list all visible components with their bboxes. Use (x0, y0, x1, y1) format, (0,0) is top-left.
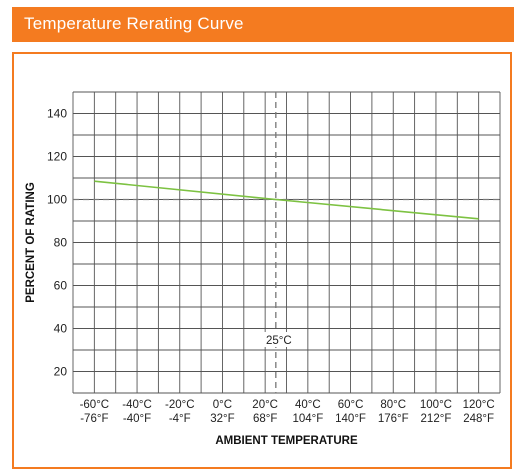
x-tick-label-celsius: 60°C (338, 399, 364, 411)
rerating-curve-line (94, 180, 479, 220)
y-tick-label: 140 (47, 107, 67, 121)
annotation-25c: 25°C (266, 335, 292, 347)
x-tick-label-celsius: 100°C (420, 399, 452, 411)
y-tick-label: 100 (47, 193, 67, 207)
y-tick-label: 60 (54, 279, 68, 293)
y-tick-label: 40 (54, 322, 68, 336)
x-tick-label-celsius: -40°C (122, 399, 152, 411)
x-tick-label-celsius: 80°C (380, 399, 406, 411)
x-tick-label-fahrenheit: 140°F (335, 413, 366, 425)
y-axis-title: PERCENT OF RATING (25, 182, 37, 303)
annotation-background (262, 332, 295, 347)
x-tick-label-fahrenheit: 68°F (253, 413, 277, 425)
chart-frame (12, 52, 512, 469)
x-tick-label-fahrenheit: 176°F (378, 413, 409, 425)
x-axis-title: AMBIENT TEMPERATURE (215, 435, 358, 447)
x-tick-label-celsius: 40°C (295, 399, 321, 411)
x-tick-label-fahrenheit: 104°F (292, 413, 323, 425)
y-tick-label: 120 (47, 150, 67, 164)
y-tick-label: 20 (54, 365, 68, 379)
x-tick-label-celsius: 20°C (252, 399, 278, 411)
x-tick-label-celsius: 120°C (463, 399, 495, 411)
header-bar: Temperature Rerating Curve (12, 7, 514, 42)
x-tick-label-celsius: -20°C (165, 399, 195, 411)
x-tick-label-fahrenheit: -40°F (123, 413, 151, 425)
x-tick-label-fahrenheit: -76°F (80, 413, 108, 425)
x-tick-label-celsius: 0°C (213, 399, 232, 411)
header-title: Temperature Rerating Curve (24, 14, 244, 33)
x-tick-label-fahrenheit: -4°F (169, 413, 191, 425)
x-tick-label-celsius: -60°C (80, 399, 110, 411)
x-tick-label-fahrenheit: 32°F (210, 413, 234, 425)
x-tick-label-fahrenheit: 212°F (421, 413, 452, 425)
y-tick-label: 80 (54, 236, 68, 250)
x-tick-label-fahrenheit: 248°F (463, 413, 494, 425)
